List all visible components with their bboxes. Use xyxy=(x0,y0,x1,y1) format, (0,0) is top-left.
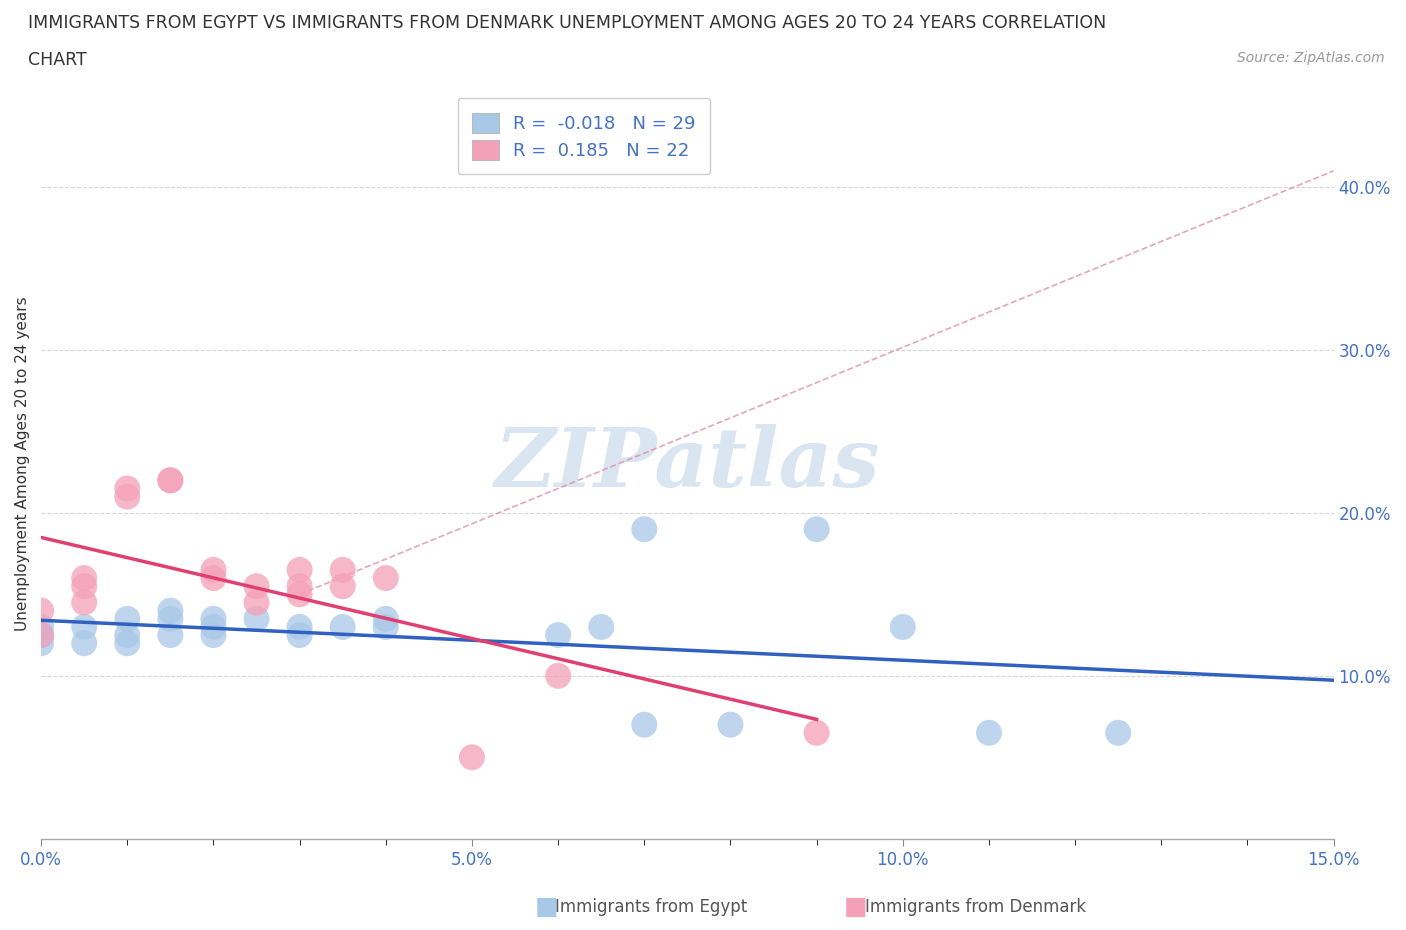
Point xyxy=(806,725,828,740)
Point xyxy=(332,578,354,593)
Point xyxy=(73,636,96,651)
Legend: R =  -0.018   N = 29, R =  0.185   N = 22: R = -0.018 N = 29, R = 0.185 N = 22 xyxy=(457,99,710,174)
Point xyxy=(202,619,225,634)
Y-axis label: Unemployment Among Ages 20 to 24 years: Unemployment Among Ages 20 to 24 years xyxy=(15,297,30,631)
Point xyxy=(245,595,267,610)
Text: Immigrants from Denmark: Immigrants from Denmark xyxy=(865,897,1085,916)
Point xyxy=(374,571,396,586)
Point xyxy=(202,611,225,626)
Point xyxy=(720,717,742,732)
Text: ■: ■ xyxy=(844,895,868,919)
Point xyxy=(591,619,613,634)
Point xyxy=(30,619,52,634)
Point xyxy=(547,628,569,643)
Point xyxy=(117,481,139,496)
Point xyxy=(73,619,96,634)
Point xyxy=(977,725,1000,740)
Point xyxy=(159,472,181,487)
Point xyxy=(117,489,139,504)
Point xyxy=(202,563,225,578)
Point xyxy=(288,587,311,602)
Point xyxy=(73,571,96,586)
Point xyxy=(202,571,225,586)
Point xyxy=(159,472,181,487)
Point xyxy=(374,619,396,634)
Point xyxy=(288,578,311,593)
Point xyxy=(159,628,181,643)
Point xyxy=(30,628,52,643)
Point xyxy=(30,628,52,643)
Point xyxy=(159,604,181,618)
Text: ZIPatlas: ZIPatlas xyxy=(495,424,880,504)
Point xyxy=(891,619,914,634)
Point xyxy=(633,522,655,537)
Point xyxy=(117,611,139,626)
Point xyxy=(374,611,396,626)
Point xyxy=(245,578,267,593)
Text: IMMIGRANTS FROM EGYPT VS IMMIGRANTS FROM DENMARK UNEMPLOYMENT AMONG AGES 20 TO 2: IMMIGRANTS FROM EGYPT VS IMMIGRANTS FROM… xyxy=(28,14,1107,32)
Text: Source: ZipAtlas.com: Source: ZipAtlas.com xyxy=(1237,51,1385,65)
Point xyxy=(1107,725,1129,740)
Point xyxy=(461,750,484,764)
Point xyxy=(332,619,354,634)
Point xyxy=(117,628,139,643)
Point xyxy=(288,619,311,634)
Point xyxy=(30,636,52,651)
Point xyxy=(547,669,569,684)
Point xyxy=(806,522,828,537)
Point xyxy=(202,628,225,643)
Point xyxy=(288,628,311,643)
Point xyxy=(633,717,655,732)
Point xyxy=(245,611,267,626)
Point xyxy=(73,595,96,610)
Text: ■: ■ xyxy=(534,895,558,919)
Point xyxy=(288,563,311,578)
Text: Immigrants from Egypt: Immigrants from Egypt xyxy=(555,897,748,916)
Text: CHART: CHART xyxy=(28,51,87,69)
Point xyxy=(73,578,96,593)
Point xyxy=(159,611,181,626)
Point xyxy=(332,563,354,578)
Point xyxy=(117,636,139,651)
Point xyxy=(30,604,52,618)
